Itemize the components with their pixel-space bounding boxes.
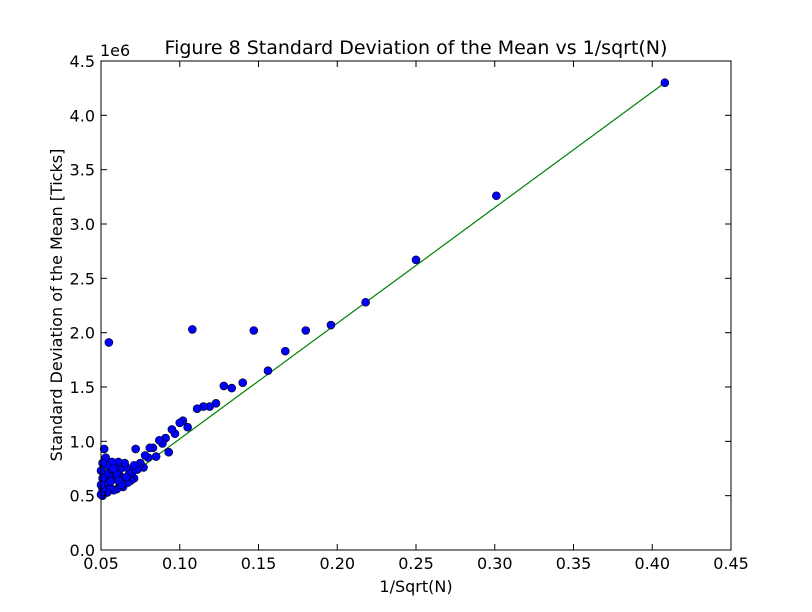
data-point — [301, 326, 311, 335]
data-point — [238, 378, 248, 387]
data-point — [188, 325, 197, 334]
data-point — [192, 404, 202, 414]
data-point — [145, 443, 155, 453]
x-tick-label: 0.10 — [162, 554, 198, 573]
plot-layer — [96, 78, 670, 500]
y-tick-label: 3.5 — [70, 161, 95, 180]
y-tick-label: 3.0 — [70, 215, 95, 234]
y-axis-label: Standard Deviation of the Mean [Ticks] — [47, 149, 66, 462]
data-point — [106, 477, 115, 486]
x-tick-label: 0.15 — [241, 554, 277, 573]
data-point — [249, 326, 259, 335]
data-point — [114, 476, 123, 485]
plot-area — [101, 82, 666, 498]
data-point — [140, 451, 150, 460]
data-point — [129, 460, 139, 470]
data-point — [263, 366, 273, 376]
x-tick-label: 0.40 — [634, 554, 670, 573]
y-tick-label: 2.5 — [70, 269, 95, 288]
y-tick-label: 2.0 — [70, 324, 95, 343]
data-point — [121, 472, 131, 482]
y-tick-label: 1.0 — [70, 432, 95, 451]
data-point — [326, 320, 336, 330]
x-axis-label: 1/Sqrt(N) — [379, 577, 452, 596]
x-tick-label: 0.25 — [398, 554, 434, 573]
data-point — [175, 418, 185, 428]
axes-layer: 0.05 0.10 0.15 0.20 0.25 0.30 0.35 0.40 0.45 0.0 0… — [70, 52, 749, 573]
y-tick-label: 0.0 — [70, 541, 95, 560]
y-tick-label: 0.5 — [70, 487, 95, 506]
data-point — [99, 444, 109, 454]
chart-title: Figure 8 Standard Deviation of the Mean … — [165, 37, 668, 59]
data-point — [280, 346, 290, 356]
data-point — [151, 452, 161, 461]
x-tick-label: 0.20 — [319, 554, 355, 573]
data-point — [219, 381, 229, 391]
data-point — [164, 447, 174, 457]
data-point — [227, 383, 237, 393]
y-tick-label: 1.5 — [70, 378, 95, 397]
data-point — [361, 297, 370, 307]
data-point — [183, 422, 192, 432]
x-tick-label: 0.45 — [713, 554, 749, 573]
data-point — [492, 191, 501, 201]
fit-line — [101, 82, 666, 498]
data-point — [411, 255, 421, 265]
data-point — [167, 425, 177, 434]
data-point — [131, 444, 140, 454]
y-offset-label: 1e6 — [100, 41, 130, 60]
x-tick-label: 0.35 — [556, 554, 592, 573]
data-point — [109, 464, 118, 473]
y-tick-label: 4.5 — [70, 52, 95, 71]
data-point — [98, 458, 107, 468]
data-point — [660, 78, 670, 88]
data-point — [104, 338, 114, 347]
x-tick-label: 0.30 — [477, 554, 513, 573]
x-tick-label: 0.05 — [83, 554, 119, 573]
data-point — [154, 435, 164, 445]
y-tick-label: 4.0 — [70, 106, 95, 125]
